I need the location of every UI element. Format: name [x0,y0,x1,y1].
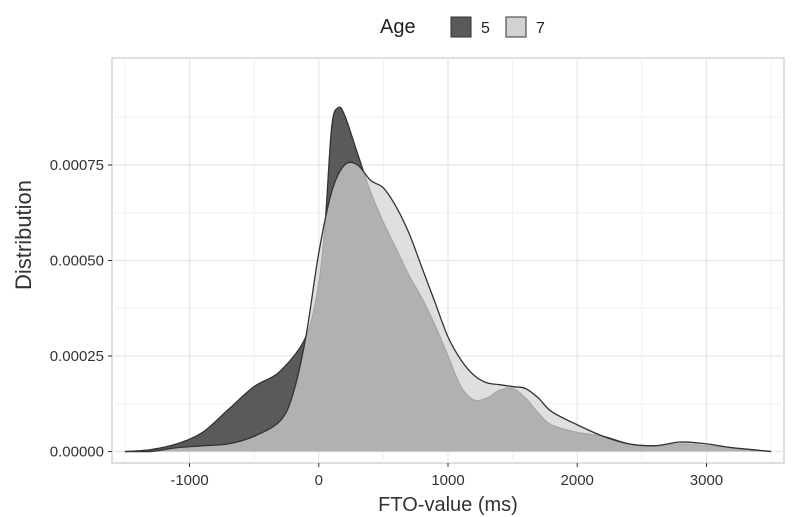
legend-swatch-5 [450,16,472,38]
density-line-age-7 [124,161,772,453]
legend-swatch-7 [505,16,527,38]
density-areas [124,106,772,453]
y-axis-title: Distribution [11,180,36,290]
grid [112,58,784,463]
y-tick-label-1: 0.00025 [50,348,104,365]
legend-label-5: 5 [481,20,490,37]
density-area-age-7 [124,162,772,452]
legend-label-7: 7 [536,20,545,37]
legend: Age 5 7 [380,16,545,38]
x-tick-label-3: 2000 [561,472,594,489]
legend-title: Age [380,16,416,38]
x-tick-label-0: -1000 [170,472,208,489]
y-tick-label-2: 0.00050 [50,253,104,270]
y-tick-label-0: 0.00000 [50,444,104,461]
x-axis-title: FTO-value (ms) [378,494,518,516]
x-tick-label-4: 3000 [690,472,723,489]
axis-ticks: -1000 0 1000 2000 3000 0.00000 0.00025 0.00050 0… [50,157,723,489]
x-tick-label-2: 1000 [431,472,464,489]
x-tick-label-1: 0 [315,472,323,489]
y-tick-label-3: 0.00075 [50,157,104,174]
